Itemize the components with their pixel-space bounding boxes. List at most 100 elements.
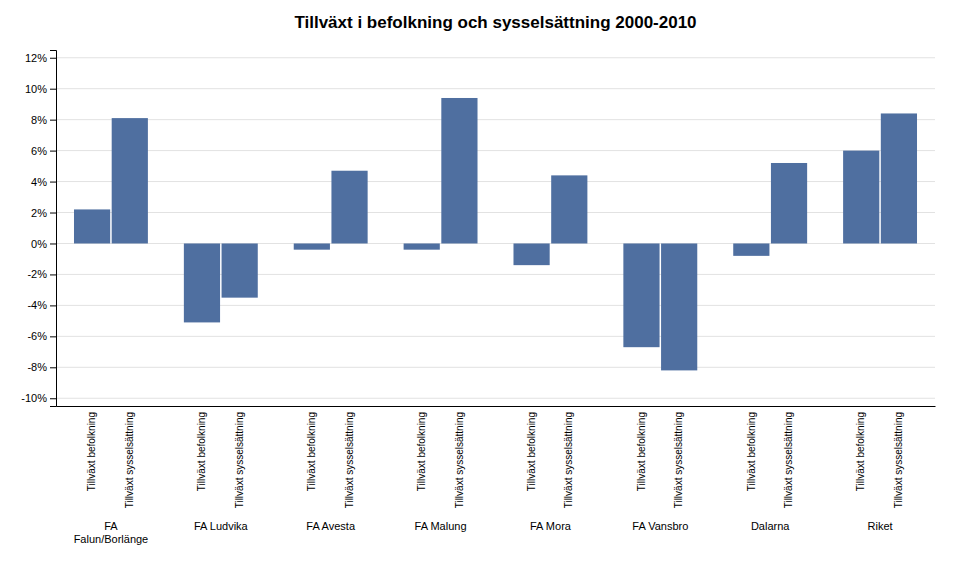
bar <box>661 243 697 370</box>
group-label-line: FA Ludvika <box>194 520 249 532</box>
bar <box>551 175 587 243</box>
x-axis <box>57 406 936 407</box>
y-tick-mark <box>50 58 56 59</box>
x-tick-label: Tillväxt sysselsättning <box>124 412 135 508</box>
y-tick-label: 12% <box>25 52 47 64</box>
y-tick: -4% <box>27 299 56 311</box>
x-tick-label: Tillväxt sysselsättning <box>454 412 465 508</box>
group-label: FA Mora <box>530 520 572 532</box>
y-tick-label: 10% <box>25 83 47 95</box>
group-label: FA Vansbro <box>632 520 688 532</box>
group-label: FA Avesta <box>306 520 356 532</box>
x-tick-label: Tillväxt befolkning <box>86 412 97 491</box>
x-tick-label: Tillväxt befolkning <box>196 412 207 491</box>
x-axis-line <box>57 406 936 407</box>
y-tick: 6% <box>31 145 56 157</box>
bar <box>771 163 807 243</box>
y-tick-label: 2% <box>31 207 47 219</box>
bar <box>733 243 769 255</box>
x-tick-label: Tillväxt befolkning <box>526 412 537 491</box>
grid-line <box>56 150 935 151</box>
x-tick-label: Tillväxt befolkning <box>746 412 757 491</box>
y-tick-mark <box>50 398 56 399</box>
x-tick-label: Tillväxt befolkning <box>416 412 427 491</box>
grid-line <box>56 57 935 58</box>
group-label-line: FA Mora <box>530 520 572 532</box>
group-label-line: FA <box>104 520 118 532</box>
group-label: FA Ludvika <box>194 520 249 532</box>
grid-line <box>56 119 935 120</box>
y-tick-label: 8% <box>31 114 47 126</box>
x-tick-label: Tillväxt sysselsättning <box>783 412 794 508</box>
y-axis: -10% -8% -6% -4% -2% 0% 2% 4% 6% 8% 10% 12% <box>21 51 56 407</box>
y-tick: 12% <box>25 52 56 64</box>
y-tick: -10% <box>21 392 56 404</box>
y-tick-mark <box>50 182 56 183</box>
grid <box>56 58 935 399</box>
x-tick-label: Tillväxt sysselsättning <box>673 412 684 508</box>
title: Tillväxt i befolkning och sysselsättning… <box>294 13 696 32</box>
bar <box>74 209 110 243</box>
y-tick-label: 0% <box>31 237 47 249</box>
bar <box>184 243 220 322</box>
group-label: Dalarna <box>751 520 790 532</box>
bar <box>441 98 477 243</box>
bar-tick-labels: Tillväxt befolkning Tillväxt befolkning Ti… <box>86 412 904 508</box>
y-tick-label: -10% <box>21 392 47 404</box>
y-tick: -8% <box>27 361 56 373</box>
bar <box>404 243 440 249</box>
bar <box>112 118 148 243</box>
bar <box>222 243 258 297</box>
y-tick-mark <box>50 305 56 306</box>
x-tick-label: Tillväxt befolkning <box>306 412 317 491</box>
y-tick-label: -4% <box>27 299 47 311</box>
y-tick-mark <box>50 213 56 214</box>
x-tick-label: Tillväxt befolkning <box>636 412 647 491</box>
y-tick-label: -6% <box>27 330 47 342</box>
x-tick-label: Tillväxt befolkning <box>855 412 866 491</box>
group-label-line: Falun/Borlänge <box>74 533 149 545</box>
group-label-line: Dalarna <box>751 520 790 532</box>
bar <box>843 151 879 244</box>
plot: -10% -8% -6% -4% -2% 0% 2% 4% 6% 8% 10% 12% Tillväxt… <box>21 51 935 546</box>
y-tick-mark <box>50 151 56 152</box>
y-tick: 4% <box>31 176 56 188</box>
y-tick-mark <box>50 367 56 368</box>
y-tick: 0% <box>31 237 56 249</box>
bar <box>881 113 917 243</box>
y-axis-line <box>50 51 57 407</box>
y-tick-mark <box>50 89 56 90</box>
y-tick-label: -2% <box>27 268 47 280</box>
chart: -10% -8% -6% -4% -2% 0% 2% 4% 6% 8% 10% 12% Tillväxt… <box>0 0 959 584</box>
y-tick: -6% <box>27 330 56 342</box>
grid-line <box>56 398 935 399</box>
y-tick-mark <box>50 274 56 275</box>
x-tick-label: Tillväxt sysselsättning <box>563 412 574 508</box>
bar <box>513 243 549 265</box>
grid-line <box>56 88 935 89</box>
bar <box>331 171 367 244</box>
group-label: FA Malung <box>415 520 467 532</box>
grid-line <box>56 367 935 368</box>
y-tick-label: 6% <box>31 145 47 157</box>
y-tick: 2% <box>31 207 56 219</box>
group-label-line: FA Vansbro <box>632 520 688 532</box>
group-label-line: FA Malung <box>415 520 467 532</box>
bars <box>74 98 917 370</box>
group-labels: FAFalun/Borlänge FA Ludvika FA Avesta FA Ma… <box>74 520 893 545</box>
group-label-line: FA Avesta <box>306 520 356 532</box>
group-label: FAFalun/Borlänge <box>74 520 149 545</box>
y-tick: -2% <box>27 268 56 280</box>
group-label-line: Riket <box>868 520 893 532</box>
y-tick-mark <box>50 336 56 337</box>
y-tick-mark <box>50 243 56 244</box>
y-tick: 10% <box>25 83 56 95</box>
y-tick-label: 4% <box>31 176 47 188</box>
x-tick-label: Tillväxt sysselsättning <box>344 412 355 508</box>
y-tick-label: -8% <box>27 361 47 373</box>
bar <box>623 243 659 347</box>
bar <box>294 243 330 249</box>
x-tick-label: Tillväxt sysselsättning <box>234 412 245 508</box>
group-label: Riket <box>868 520 893 532</box>
grid-line <box>56 336 935 337</box>
